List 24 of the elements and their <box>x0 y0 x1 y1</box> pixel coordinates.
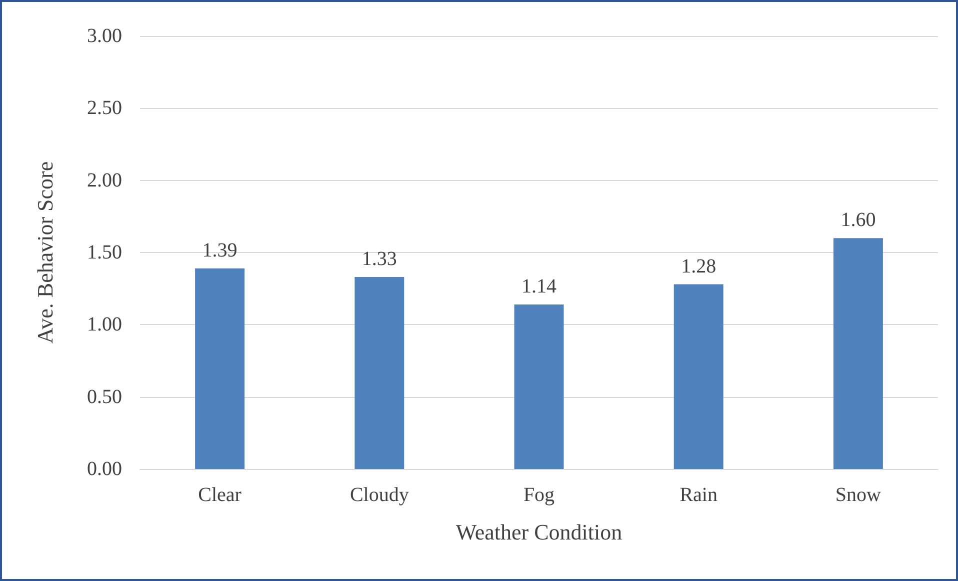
data-label: 1.28 <box>681 255 716 278</box>
x-axis-title: Weather Condition <box>456 520 622 544</box>
y-tick-label: 1.00 <box>87 314 122 336</box>
y-tick-label: 2.50 <box>87 97 122 120</box>
bar <box>354 277 404 469</box>
y-tick-label: 0.00 <box>87 458 122 480</box>
y-axis-title: Ave. Behavior Score <box>32 161 58 344</box>
data-label: 1.33 <box>362 248 397 270</box>
x-tick-label: Cloudy <box>350 484 409 506</box>
bar <box>674 284 724 469</box>
x-tick-label: Snow <box>835 484 882 506</box>
y-tick-label: 1.50 <box>87 242 122 264</box>
x-tick-label: Rain <box>680 484 718 506</box>
bar <box>195 268 245 469</box>
y-tick-label: 0.50 <box>87 386 122 408</box>
bar <box>833 238 883 469</box>
x-tick-label: Clear <box>198 484 242 506</box>
y-tick-label: 2.00 <box>87 169 122 192</box>
y-tick-label: 3.00 <box>87 25 122 47</box>
data-label: 1.39 <box>202 239 238 262</box>
data-label: 1.60 <box>840 209 876 232</box>
x-tick-label: Fog <box>523 484 555 506</box>
data-label: 1.14 <box>522 275 556 298</box>
bar <box>514 304 564 469</box>
